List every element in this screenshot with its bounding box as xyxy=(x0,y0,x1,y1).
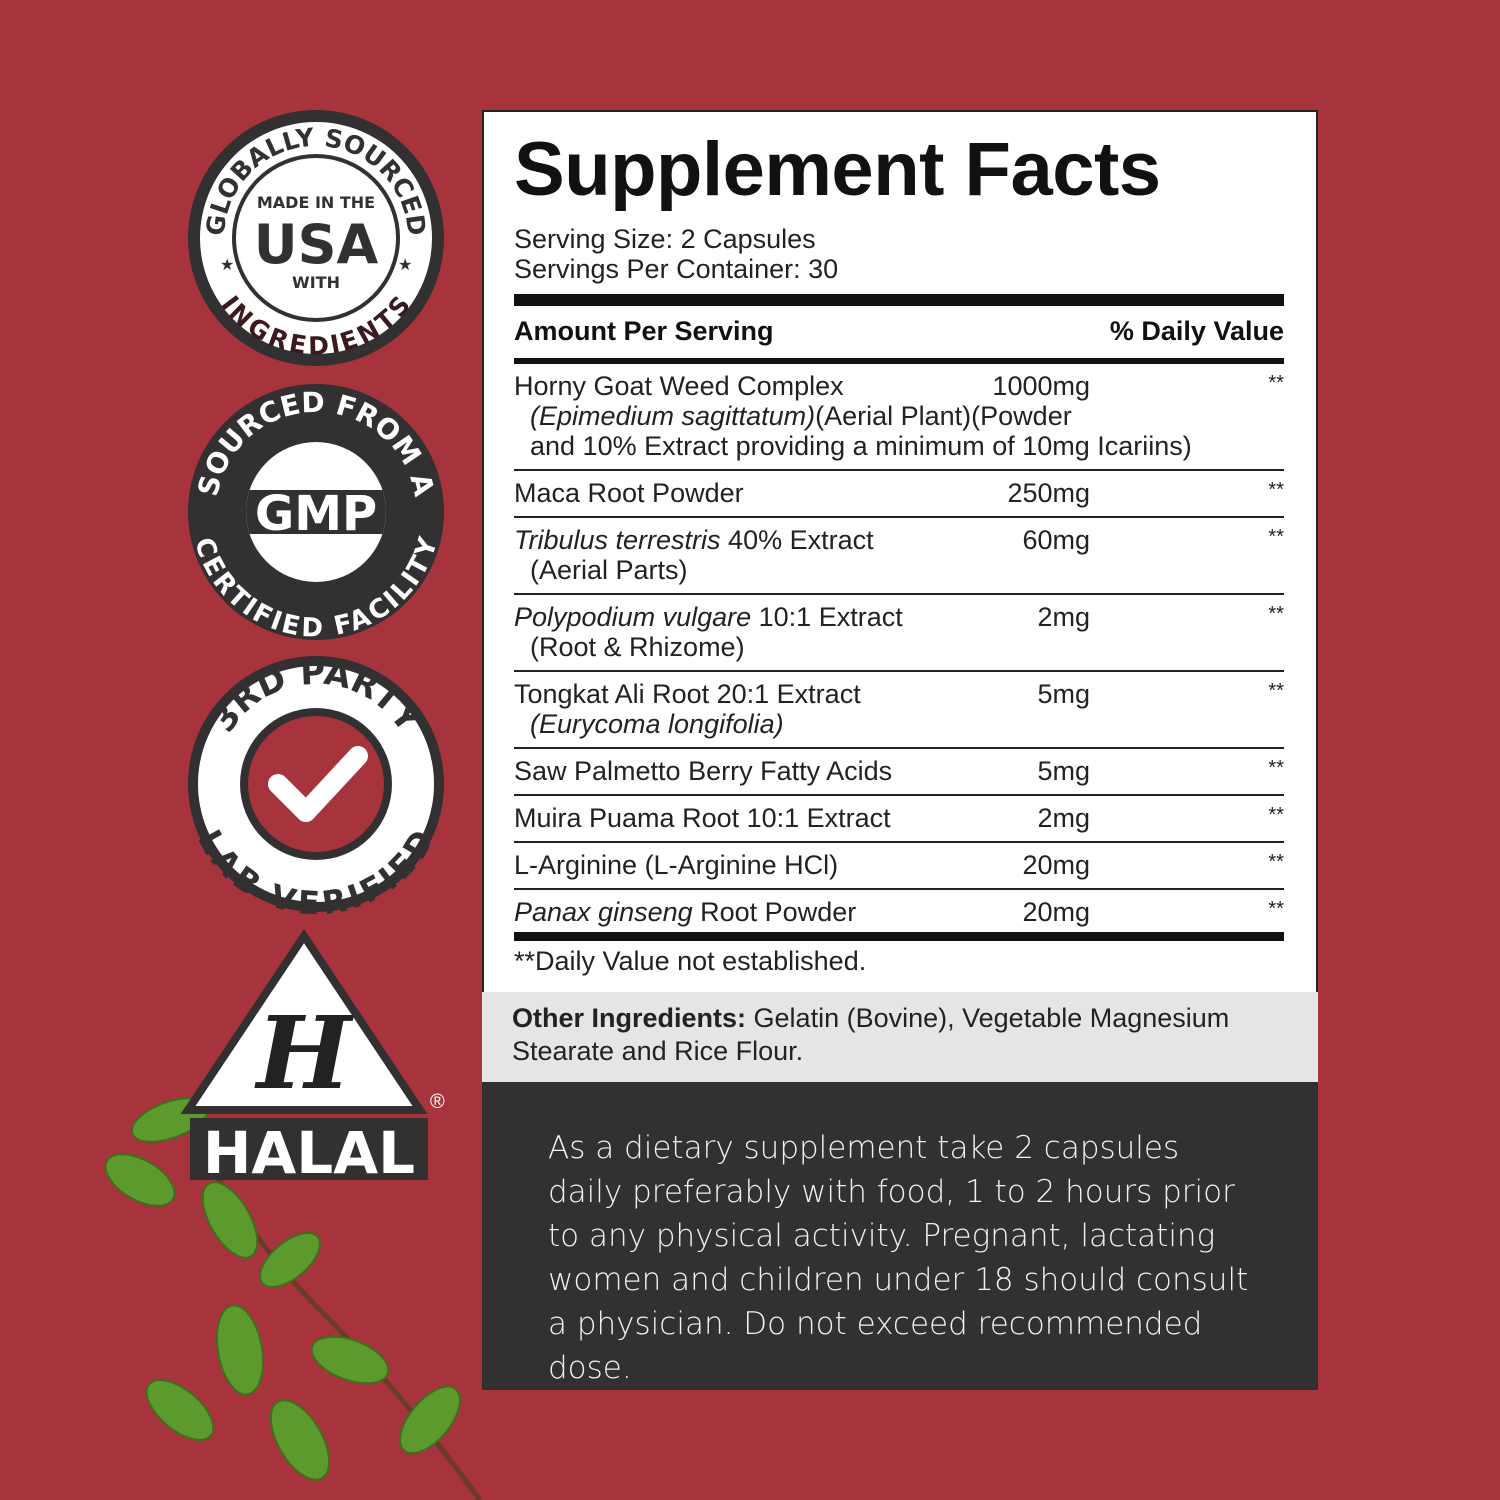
ingredient-daily-value: ** xyxy=(1268,372,1284,394)
page-title: Supplement Facts xyxy=(514,127,1161,212)
ingredient-name: L-Arginine (L-Arginine HCl) xyxy=(514,850,1284,880)
ingredient-text-part: L-Arginine (L-Arginine HCl) xyxy=(514,850,839,880)
registered-mark: ® xyxy=(430,1091,445,1113)
lab-verified-badge: 3RD PARTY LAB VERIFIED xyxy=(188,654,444,914)
ingredient-description: (Aerial Parts) xyxy=(514,555,1284,585)
ingredient-name: Saw Palmetto Berry Fatty Acids xyxy=(514,756,1284,786)
ingredient-text-part: Maca Root Powder xyxy=(514,478,744,508)
table-row: Muira Puama Root 10:1 Extract 2mg ** xyxy=(514,796,1284,843)
ingredient-text-part: Panax ginseng xyxy=(514,897,693,927)
ingredient-text-part: and 10% Extract providing a minimum of 1… xyxy=(530,431,1192,461)
ingredient-daily-value: ** xyxy=(1268,804,1284,826)
ingredient-text-part: Root Powder xyxy=(692,897,857,927)
star-icon: ★ xyxy=(220,257,234,274)
directions-text: As a dietary supplement take 2 capsules … xyxy=(548,1130,1249,1386)
ingredient-daily-value: ** xyxy=(1268,526,1284,548)
ingredient-text-part: (Eurycoma longifolia) xyxy=(530,709,784,739)
ingredient-text-part: 40% Extract xyxy=(720,525,874,555)
ingredient-amount: 20mg xyxy=(1022,850,1090,880)
ingredient-text-part: Tongkat Ali Root 20:1 Extract xyxy=(514,679,861,709)
checkmark-icon xyxy=(268,746,368,822)
table-header: Amount Per Serving % Daily Value xyxy=(514,316,1284,347)
halal-label: HALAL xyxy=(203,1119,415,1187)
gmp-badge: SOURCED FROM A CERTIFIED FACILITY GMP xyxy=(188,384,444,642)
table-row: Tribulus terrestris 40% Extract (Aerial P… xyxy=(514,518,1284,595)
ingredient-description: and 10% Extract providing a minimum of 1… xyxy=(514,431,1284,461)
header-amount: Amount Per Serving xyxy=(514,316,774,346)
ingredient-name: Tongkat Ali Root 20:1 Extract xyxy=(514,679,1284,709)
ingredient-daily-value: ** xyxy=(1268,851,1284,873)
table-row: Panax ginseng Root Powder 20mg ** xyxy=(514,890,1284,935)
table-row: Tongkat Ali Root 20:1 Extract (Eurycoma l… xyxy=(514,672,1284,749)
badge-text: WITH xyxy=(292,273,340,292)
badge-text: GMP xyxy=(255,486,377,542)
ingredient-daily-value: ** xyxy=(1268,603,1284,625)
ingredient-daily-value: ** xyxy=(1268,757,1284,779)
ingredient-daily-value: ** xyxy=(1268,680,1284,702)
other-ingredients-label: Other Ingredients: xyxy=(512,1003,747,1033)
ingredient-daily-value: ** xyxy=(1268,898,1284,920)
ingredient-name: Horny Goat Weed Complex xyxy=(514,371,1284,401)
table-row: Maca Root Powder 250mg ** xyxy=(514,471,1284,518)
ingredient-text-part: (Epimedium sagittatum) xyxy=(530,401,816,431)
ingredient-rows: Horny Goat Weed Complex (Epimedium sagitt… xyxy=(514,364,1284,935)
ingredient-name: Muira Puama Root 10:1 Extract xyxy=(514,803,1284,833)
ingredient-name: Polypodium vulgare 10:1 Extract xyxy=(514,602,1284,632)
ingredient-amount: 250mg xyxy=(1007,478,1090,508)
badge-text: MADE IN THE xyxy=(257,193,375,212)
table-row: L-Arginine (L-Arginine HCl) 20mg ** xyxy=(514,843,1284,890)
ingredient-amount: 5mg xyxy=(1037,756,1090,786)
ingredient-description: (Epimedium sagittatum)(Aerial Plant)(Pow… xyxy=(514,401,1284,431)
ingredient-amount: 2mg xyxy=(1037,602,1090,632)
halal-logo: H HALAL ® xyxy=(180,928,445,1187)
ingredient-amount: 20mg xyxy=(1022,897,1090,927)
made-in-usa-badge: GLOBALLY SOURCED INGREDIENTS MADE IN THE… xyxy=(188,110,444,366)
halal-letter: H xyxy=(254,994,355,1112)
ingredient-amount: 60mg xyxy=(1022,525,1090,555)
ingredient-amount: 1000mg xyxy=(992,371,1090,401)
table-row: Saw Palmetto Berry Fatty Acids 5mg ** xyxy=(514,749,1284,796)
footnote: **Daily Value not established. xyxy=(514,946,867,976)
ingredient-text-part: (Root & Rhizome) xyxy=(530,632,745,662)
divider xyxy=(514,294,1284,306)
ingredient-description: (Eurycoma longifolia) xyxy=(514,709,1284,739)
ingredient-text-part: Tribulus terrestris xyxy=(514,525,721,555)
table-row: Polypodium vulgare 10:1 Extract (Root & R… xyxy=(514,595,1284,672)
divider xyxy=(514,358,1284,364)
other-ingredients: Other Ingredients: Gelatin (Bovine), Veg… xyxy=(482,992,1318,1082)
ingredient-text-part: Saw Palmetto Berry Fatty Acids xyxy=(514,756,893,786)
ingredient-text-part: 10:1 Extract xyxy=(751,602,903,632)
ingredient-text-part: (Aerial Parts) xyxy=(530,555,688,585)
table-row: Horny Goat Weed Complex (Epimedium sagitt… xyxy=(514,364,1284,471)
ingredient-name: Panax ginseng Root Powder xyxy=(514,897,1284,927)
ingredient-description: (Root & Rhizome) xyxy=(514,632,1284,662)
ingredient-name: Tribulus terrestris 40% Extract xyxy=(514,525,1284,555)
servings-per-container: Servings Per Container: 30 xyxy=(514,254,839,284)
ingredient-amount: 2mg xyxy=(1037,803,1090,833)
ingredient-text-part: Muira Puama Root 10:1 Extract xyxy=(514,803,891,833)
ingredient-text-part: Polypodium vulgare xyxy=(514,602,752,632)
badge-text: USA xyxy=(254,213,379,276)
supplement-facts-table: Supplement Facts Serving Size: 2 Capsule… xyxy=(482,110,1318,994)
other-ingredients-text: Gelatin (Bovine), Vegetable Magnesium St… xyxy=(512,1003,1230,1066)
star-icon: ★ xyxy=(398,257,412,274)
directions: As a dietary supplement take 2 capsules … xyxy=(482,1082,1318,1390)
supplement-panel: Supplement Facts Serving Size: 2 Capsule… xyxy=(482,110,1318,1390)
header-daily-value: % Daily Value xyxy=(1109,316,1284,346)
ingredient-daily-value: ** xyxy=(1268,479,1284,501)
ingredient-amount: 5mg xyxy=(1037,679,1090,709)
divider xyxy=(514,932,1284,941)
serving-size: Serving Size: 2 Capsules xyxy=(514,224,816,254)
ingredient-name: Maca Root Powder xyxy=(514,478,1284,508)
ingredient-text-part: (Aerial Plant)(Powder xyxy=(815,401,1072,431)
ingredient-text-part: Horny Goat Weed Complex xyxy=(514,371,844,401)
